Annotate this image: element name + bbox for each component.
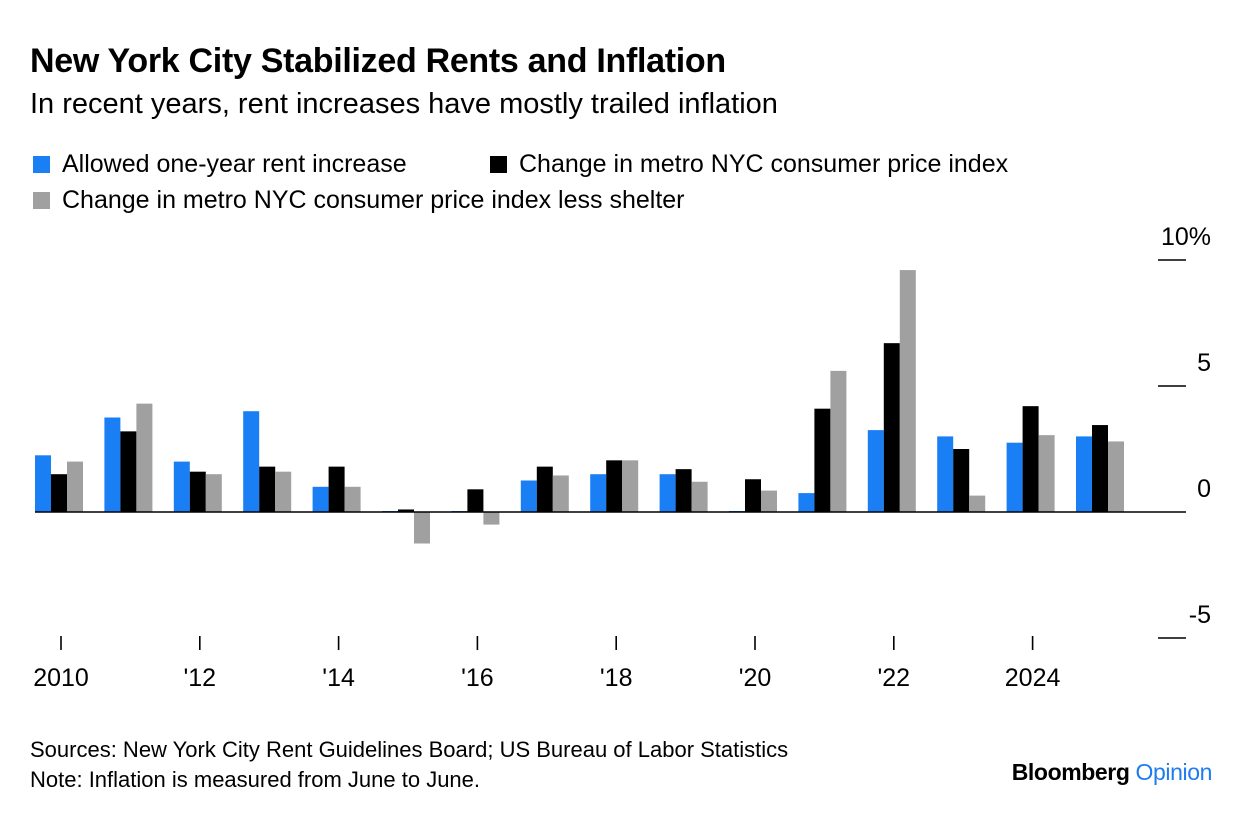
brand-name: Bloomberg bbox=[1011, 759, 1130, 785]
legend-swatch-cpi-less-shelter bbox=[33, 192, 50, 209]
bar-cpi-less-shelter-2022 bbox=[899, 270, 916, 512]
bar-cpi-2013 bbox=[259, 466, 276, 512]
bar-rent-2017 bbox=[520, 480, 537, 512]
inflation-note: Note: Inflation is measured from June to… bbox=[30, 767, 481, 792]
x-tick-label: '22 bbox=[878, 664, 911, 692]
bar-cpi-less-shelter-2013 bbox=[275, 471, 292, 512]
x-tick-label: 2010 bbox=[33, 664, 89, 692]
legend-swatch-rent bbox=[33, 156, 50, 173]
bar-rent-2025 bbox=[1076, 436, 1092, 512]
bar-cpi-less-shelter-2016 bbox=[483, 512, 500, 525]
bar-cpi-less-shelter-2024 bbox=[1038, 435, 1055, 512]
bar-rent-2021 bbox=[798, 493, 815, 512]
x-tick-label: '20 bbox=[739, 664, 772, 692]
y-tick-label: 10% bbox=[1161, 223, 1211, 251]
bar-cpi-2024 bbox=[1022, 406, 1039, 512]
bar-cpi-less-shelter-2012 bbox=[205, 474, 222, 512]
bar-cpi-less-shelter-2017 bbox=[552, 475, 569, 512]
bar-cpi-2021 bbox=[814, 408, 831, 512]
chart-subtitle: In recent years, rent increases have mos… bbox=[30, 88, 778, 120]
bar-rent-2022 bbox=[867, 430, 884, 512]
x-tick-label: '12 bbox=[184, 664, 217, 692]
legend-label-cpi-less-shelter: Change in metro NYC consumer price index… bbox=[62, 186, 685, 214]
bar-rent-2024 bbox=[1006, 442, 1023, 512]
bar-cpi-2012 bbox=[189, 471, 206, 512]
bar-rent-2012 bbox=[173, 461, 190, 512]
bar-rent-2014 bbox=[312, 486, 329, 512]
legend-item-cpi: Change in metro NYC consumer price index bbox=[490, 150, 1008, 179]
bar-cpi-2014 bbox=[328, 466, 345, 512]
legend-swatch-cpi bbox=[490, 156, 507, 173]
legend-label-cpi: Change in metro NYC consumer price index bbox=[519, 150, 1009, 178]
legend-item-cpi-less-shelter: Change in metro NYC consumer price index… bbox=[33, 186, 685, 215]
x-tick-label: '18 bbox=[600, 664, 633, 692]
bar-rent-2011 bbox=[104, 417, 121, 512]
x-tick-label: 2024 bbox=[1005, 664, 1061, 692]
bar-rent-2018 bbox=[590, 474, 607, 512]
bar-cpi-less-shelter-2011 bbox=[136, 403, 153, 512]
bar-cpi-2018 bbox=[606, 460, 623, 512]
bar-rent-2010 bbox=[35, 455, 51, 512]
bar-cpi-2019 bbox=[675, 469, 692, 512]
brand-suffix: Opinion bbox=[1135, 759, 1213, 785]
bar-cpi-2025 bbox=[1092, 425, 1108, 512]
y-tick-label: 0 bbox=[1197, 475, 1211, 503]
sources-note: Sources: New York City Rent Guidelines B… bbox=[30, 737, 789, 762]
legend-item-rent: Allowed one-year rent increase bbox=[33, 150, 407, 179]
y-tick-label: 5 bbox=[1197, 349, 1211, 377]
bar-cpi-2015 bbox=[398, 509, 414, 512]
bar-cpi-2022 bbox=[883, 343, 900, 512]
bar-cpi-2023 bbox=[953, 449, 970, 512]
bar-cpi-less-shelter-2021 bbox=[830, 370, 847, 512]
bar-cpi-2016 bbox=[467, 489, 484, 512]
chart-title: New York City Stabilized Rents and Infla… bbox=[30, 42, 726, 80]
bar-rent-2023 bbox=[937, 436, 954, 512]
bar-cpi-2010 bbox=[51, 474, 67, 512]
bar-cpi-2017 bbox=[536, 466, 553, 512]
bar-cpi-less-shelter-2014 bbox=[344, 486, 361, 512]
bar-rent-2019 bbox=[659, 474, 676, 512]
bar-cpi-2011 bbox=[120, 431, 137, 512]
bar-cpi-less-shelter-2020 bbox=[761, 490, 777, 512]
bar-cpi-less-shelter-2025 bbox=[1108, 441, 1124, 512]
bar-cpi-2020 bbox=[745, 479, 761, 512]
x-tick-label: '16 bbox=[461, 664, 494, 692]
bar-cpi-less-shelter-2018 bbox=[622, 460, 639, 512]
bar-cpi-less-shelter-2010 bbox=[67, 461, 83, 512]
bar-cpi-less-shelter-2023 bbox=[969, 495, 986, 512]
bar-rent-2013 bbox=[243, 411, 260, 512]
bar-cpi-less-shelter-2019 bbox=[691, 481, 708, 512]
brand-logo: Bloomberg Opinion bbox=[1011, 759, 1213, 786]
y-tick-label: -5 bbox=[1189, 601, 1211, 629]
legend-label-rent: Allowed one-year rent increase bbox=[62, 150, 407, 178]
x-tick-label: '14 bbox=[322, 664, 355, 692]
bar-cpi-less-shelter-2015 bbox=[414, 512, 430, 544]
